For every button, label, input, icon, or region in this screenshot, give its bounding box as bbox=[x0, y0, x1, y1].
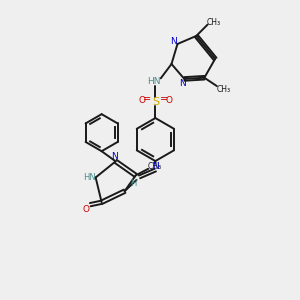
Text: CH₃: CH₃ bbox=[148, 162, 162, 171]
Text: O: O bbox=[138, 96, 146, 105]
Text: O: O bbox=[165, 96, 172, 105]
Text: =: = bbox=[160, 94, 168, 103]
Text: N: N bbox=[111, 152, 118, 161]
Text: HN: HN bbox=[83, 173, 95, 182]
Text: S: S bbox=[152, 97, 159, 106]
Text: CH₃: CH₃ bbox=[206, 18, 221, 27]
Text: =: = bbox=[143, 94, 151, 103]
Text: O: O bbox=[82, 205, 89, 214]
Text: N: N bbox=[152, 162, 159, 171]
Text: N: N bbox=[179, 79, 186, 88]
Text: N: N bbox=[170, 37, 177, 46]
Text: H: H bbox=[130, 179, 136, 188]
Text: HN: HN bbox=[147, 77, 160, 86]
Text: CH₃: CH₃ bbox=[216, 85, 230, 94]
